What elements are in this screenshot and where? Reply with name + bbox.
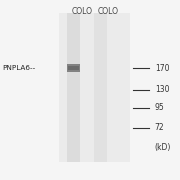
Text: 72: 72 bbox=[155, 123, 164, 132]
Text: 130: 130 bbox=[155, 86, 169, 94]
Bar bbox=[67, 64, 80, 72]
Bar bbox=[94, 13, 107, 162]
Text: PNPLA6--: PNPLA6-- bbox=[2, 65, 35, 71]
Text: COLO: COLO bbox=[98, 7, 119, 16]
Bar bbox=[67, 13, 80, 162]
Bar bbox=[68, 66, 79, 70]
Text: 170: 170 bbox=[155, 64, 169, 73]
Text: 95: 95 bbox=[155, 103, 165, 112]
Bar bbox=[59, 13, 130, 162]
Text: (kD): (kD) bbox=[155, 143, 171, 152]
Text: COLO: COLO bbox=[72, 7, 93, 16]
